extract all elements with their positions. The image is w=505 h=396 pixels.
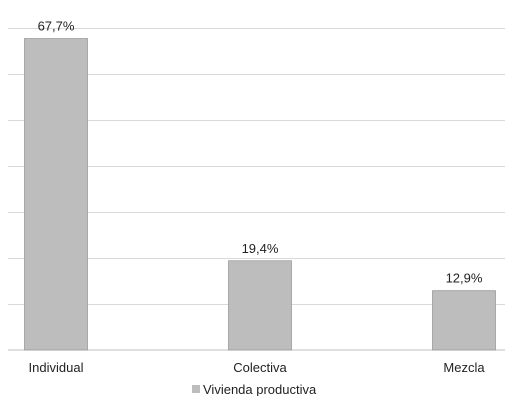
legend-label: Vivienda productiva bbox=[203, 382, 317, 396]
data-labels: 67,7% 19,4% 12,9% bbox=[38, 19, 483, 286]
data-label: 67,7% bbox=[38, 19, 75, 34]
data-label: 19,4% bbox=[242, 241, 279, 256]
bar-individual bbox=[24, 38, 88, 351]
legend: Vivienda productiva bbox=[192, 382, 317, 396]
bars bbox=[24, 38, 496, 351]
grid-lines bbox=[8, 28, 505, 305]
bar-colectiva bbox=[228, 260, 292, 351]
bar-mezcla bbox=[432, 290, 496, 351]
x-tick-label: Individual bbox=[29, 360, 84, 375]
x-tick-label: Colectiva bbox=[233, 360, 287, 375]
x-tick-labels: Individual Colectiva Mezcla bbox=[29, 360, 486, 375]
x-tick-label: Mezcla bbox=[443, 360, 485, 375]
data-label: 12,9% bbox=[446, 271, 483, 286]
legend-swatch bbox=[192, 385, 200, 393]
